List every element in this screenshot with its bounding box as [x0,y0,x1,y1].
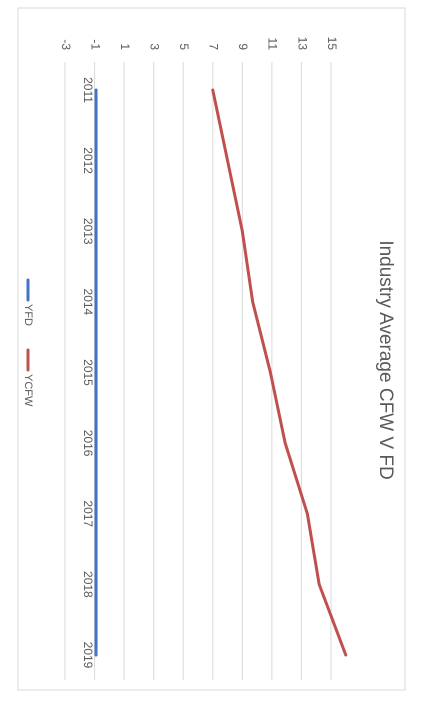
y-tick-label: 3 [147,43,161,50]
chart-frame [17,7,406,691]
x-tick-label: 2011 [81,77,95,103]
x-tick-label: 2016 [81,430,95,457]
y-tick-label: 1 [118,43,132,50]
x-tick-label: 2013 [81,218,95,245]
x-tick-label: 2018 [81,571,95,598]
legend-label: YFD [22,304,34,326]
y-tick-label: -1 [88,39,102,50]
rotated-chart: Industry Average CFW V FD -3 -1 1 3 5 7 9 11 13 1… [17,7,406,691]
x-tick-label: 2015 [81,359,95,386]
legend-label: YCFW [22,374,34,407]
y-tick-label: 11 [266,38,280,51]
y-tick-label: 13 [295,37,309,51]
y-tick-label: -3 [59,39,73,50]
line-series [211,88,348,657]
chart-title: Industry Average CFW V FD [375,240,396,479]
y-tick-label: 9 [236,43,250,50]
y-tick-label: 7 [207,43,221,50]
y-tick-label: 15 [325,37,339,51]
x-tick-label: 2019 [81,642,95,669]
x-tick-label: 2017 [81,500,95,527]
y-tick-label: 5 [177,43,191,50]
x-tick-label: 2014 [81,289,95,316]
x-tick-label: 2012 [81,147,95,174]
